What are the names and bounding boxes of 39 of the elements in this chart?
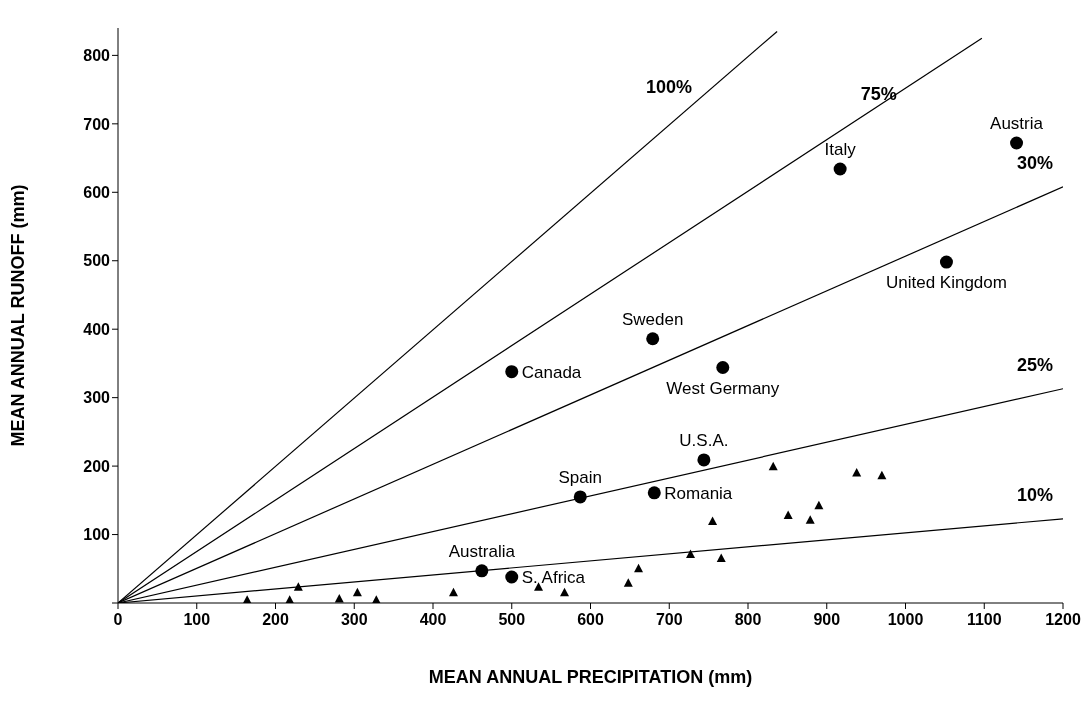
x-tick-label: 1200 [1045, 611, 1081, 628]
x-tick-label: 200 [262, 611, 289, 628]
x-tick-label: 500 [498, 611, 526, 628]
series-label: 25% [1016, 354, 1053, 375]
x-tick-label: 900 [813, 611, 841, 628]
x-tick-label: 400 [419, 611, 447, 628]
data-label: U.S.A. [679, 430, 729, 450]
y-tick-label: 100 [83, 526, 111, 544]
x-tick-label: 1100 [966, 611, 1002, 628]
data-label: United Kingdom [885, 273, 1007, 293]
series-label: 100% [646, 77, 693, 98]
series-label: 30% [1016, 152, 1053, 173]
y-axis-title: MEAN ANNUAL RUNOFF (mm) [8, 184, 29, 447]
data-label: Austria [990, 114, 1044, 133]
y-tick-label: 400 [83, 320, 111, 338]
data-label: Sweden [621, 309, 684, 329]
data-label: Romania [664, 483, 733, 503]
x-axis-title: MEAN ANNUAL PRECIPITATION (mm) [428, 667, 753, 687]
x-tick-label: 800 [734, 611, 762, 628]
x-tick-label: 700 [655, 611, 683, 628]
x-tick-label: 600 [577, 611, 604, 628]
data-label: Spain [558, 467, 602, 487]
y-tick-label: 600 [83, 183, 111, 201]
x-tick-label: 1000 [887, 611, 924, 628]
data-label: Australia [448, 541, 516, 561]
y-tick-label: 300 [83, 389, 111, 407]
y-tick-label: 800 [83, 47, 111, 65]
data-label: Italy [824, 140, 857, 160]
x-tick-label: 100 [183, 611, 211, 628]
data-label: West Germany [666, 378, 780, 398]
series-label: 10% [1016, 484, 1053, 505]
data-label: S. Africa [521, 567, 586, 587]
y-tick-label: 500 [83, 252, 111, 270]
x-tick-label: 0 [113, 611, 123, 628]
y-tick-label: 200 [83, 457, 111, 475]
x-tick-label: 300 [340, 611, 368, 628]
data-label: Canada [521, 362, 582, 382]
series-label: 75% [860, 84, 897, 105]
y-tick-label: 700 [83, 115, 111, 133]
